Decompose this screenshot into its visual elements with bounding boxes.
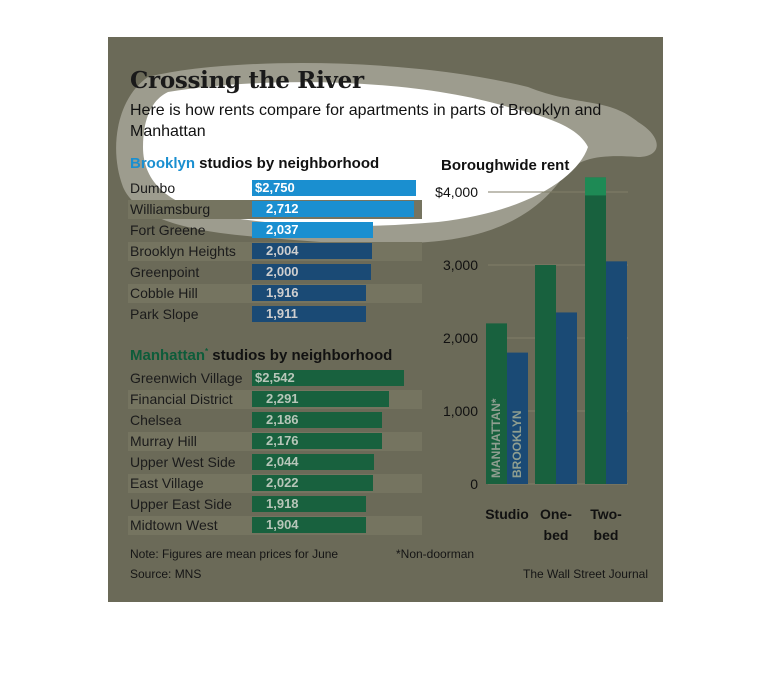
bar xyxy=(252,454,374,470)
category-label: Dumbo xyxy=(130,180,176,196)
category-label: Cobble Hill xyxy=(130,285,198,301)
bar xyxy=(486,323,507,484)
bar xyxy=(252,433,382,449)
manhattan-heading-mark: * xyxy=(205,347,209,356)
footnote-non-doorman: *Non-doorman xyxy=(396,547,475,561)
bar-highlight xyxy=(585,177,606,196)
value-label: 2,004 xyxy=(266,243,299,258)
bar xyxy=(252,370,404,386)
y-tick-label: 1,000 xyxy=(443,403,478,419)
bar-row: Brooklyn Heights 2,004 xyxy=(108,241,428,262)
category-label: Upper West Side xyxy=(130,454,236,470)
bar-row: Park Slope 1,911 xyxy=(108,304,428,325)
credit: The Wall Street Journal xyxy=(523,567,648,581)
chart-title: Crossing the River xyxy=(130,67,364,94)
category-label: Greenpoint xyxy=(130,264,200,280)
x-tick-label: bed xyxy=(594,527,619,542)
bar xyxy=(535,265,556,484)
chart-subtitle: Here is how rents compare for apartments… xyxy=(130,102,602,140)
series-label: BROOKLYN xyxy=(510,410,524,478)
manhattan-heading-rest: studios by neighborhood xyxy=(208,347,393,364)
bar xyxy=(507,352,528,484)
value-label: 1,918 xyxy=(266,496,299,511)
bar-row: Dumbo $2,750 xyxy=(108,178,428,199)
x-tick-label: Studio xyxy=(485,506,529,522)
manhattan-heading: Manhattan* studios by neighborhood xyxy=(130,347,392,364)
chart-card: Crossing the River Here is how rents com… xyxy=(108,37,663,602)
value-label: 1,916 xyxy=(266,285,299,300)
value-label: 2,000 xyxy=(266,264,299,279)
bar xyxy=(252,285,366,301)
brooklyn-heading-highlight: Brooklyn xyxy=(130,155,196,172)
bar xyxy=(252,412,382,428)
category-label: Brooklyn Heights xyxy=(130,243,236,259)
manhattan-heading-highlight: Manhattan xyxy=(130,347,205,364)
bar-row: East Village 2,022 xyxy=(108,473,428,494)
glare-overlay xyxy=(116,63,657,245)
bar-row: Midtown West 1,904 xyxy=(108,515,428,536)
category-label: Chelsea xyxy=(130,412,182,428)
category-label: Fort Greene xyxy=(130,222,206,238)
bar xyxy=(252,496,366,512)
footnote-source: Source: MNS xyxy=(130,567,202,581)
value-label: $2,542 xyxy=(255,370,295,385)
bar-row: Financial District 2,291 xyxy=(108,389,428,410)
category-label: Williamsburg xyxy=(130,201,211,217)
series-label: MANHATTAN* xyxy=(489,398,503,478)
value-label: 2,186 xyxy=(266,412,299,427)
value-label: 2,037 xyxy=(266,222,299,237)
bar-row: Fort Greene 2,037 xyxy=(108,220,428,241)
brooklyn-heading: Brooklyn studios by neighborhood xyxy=(130,155,379,172)
bar xyxy=(252,264,371,280)
bar-row: Upper East Side 1,918 xyxy=(108,494,428,515)
bar-row: Williamsburg 2,712 xyxy=(108,199,428,220)
value-label: 2,176 xyxy=(266,433,299,448)
category-label: Murray Hill xyxy=(130,433,197,449)
x-tick-label: Two- xyxy=(590,506,622,522)
bar-row: Murray Hill 2,176 xyxy=(108,431,428,452)
category-label: Financial District xyxy=(130,391,233,407)
value-label: 1,911 xyxy=(266,306,298,321)
bar xyxy=(252,222,373,238)
bar xyxy=(252,306,366,322)
footnote-note: Note: Figures are mean prices for June xyxy=(130,547,339,561)
category-label: East Village xyxy=(130,475,204,491)
category-label: Greenwich Village xyxy=(130,370,243,386)
bar-row: Cobble Hill 1,916 xyxy=(108,283,428,304)
x-tick-label: One- xyxy=(540,506,572,522)
category-label: Park Slope xyxy=(130,306,199,322)
value-label: 2,044 xyxy=(266,454,299,469)
value-label: 2,022 xyxy=(266,475,299,490)
value-label: 1,904 xyxy=(266,517,299,532)
bar xyxy=(252,517,366,533)
category-label: Midtown West xyxy=(130,517,218,533)
bar xyxy=(252,475,373,491)
bar xyxy=(252,201,414,217)
borough-bar-chart: 0 1,000 2,000 3,000 $4,000 Studio One-bed Two-b… xyxy=(435,177,628,542)
bar-row: Upper West Side 2,044 xyxy=(108,452,428,473)
bar xyxy=(556,312,577,484)
bar xyxy=(252,391,389,407)
category-label: Upper East Side xyxy=(130,496,232,512)
bar-row: Greenpoint 2,000 xyxy=(108,262,428,283)
borough-heading: Boroughwide rent xyxy=(441,157,570,174)
bar-row: Chelsea 2,186 xyxy=(108,410,428,431)
bar xyxy=(606,261,627,484)
bar xyxy=(252,243,372,259)
y-tick-label: $4,000 xyxy=(435,184,478,200)
bar xyxy=(585,177,606,484)
value-label: $2,750 xyxy=(255,180,295,195)
bar xyxy=(252,180,416,196)
bar-row: Greenwich Village $2,542 xyxy=(108,368,428,389)
x-tick-label: bed xyxy=(544,527,569,542)
value-label: 2,712 xyxy=(266,201,299,216)
y-tick-label: 2,000 xyxy=(443,330,478,346)
value-label: 2,291 xyxy=(266,391,299,406)
brooklyn-heading-rest: studios by neighborhood xyxy=(195,155,380,172)
y-tick-label: 0 xyxy=(470,476,478,492)
y-tick-label: 3,000 xyxy=(443,257,478,273)
